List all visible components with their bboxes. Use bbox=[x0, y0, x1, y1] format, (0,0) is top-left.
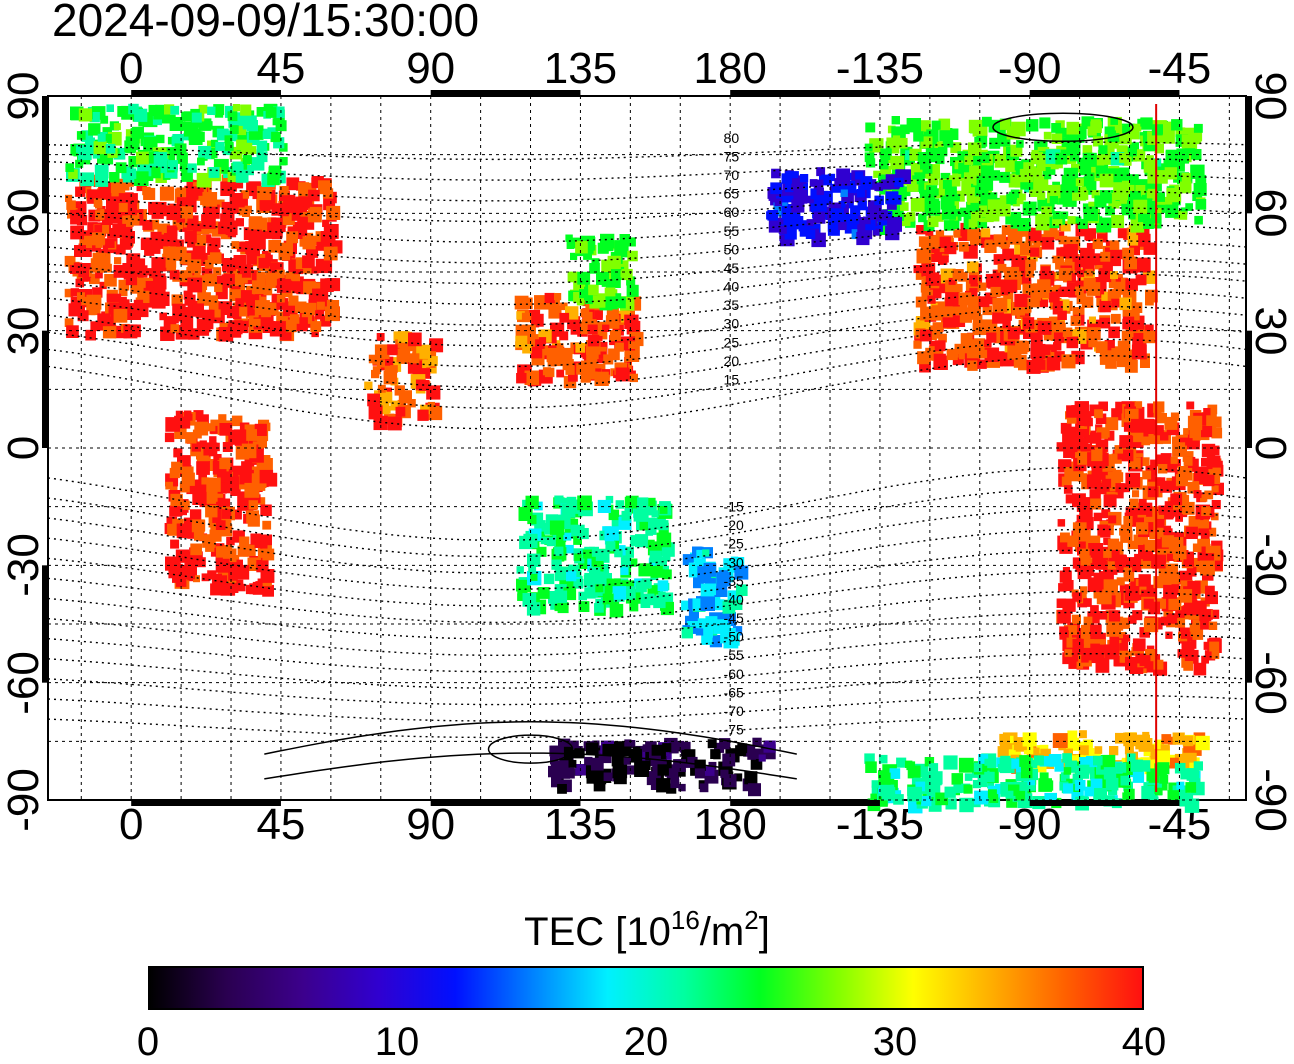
tec-colorbar bbox=[148, 966, 1144, 1010]
contour-label: -30 bbox=[724, 554, 744, 570]
contour-label: 70 bbox=[724, 167, 740, 183]
contour-label: -50 bbox=[724, 629, 744, 645]
axis-tick-label: 90 bbox=[406, 800, 456, 849]
contour-label: 75 bbox=[724, 149, 740, 165]
axis-tick-label: 0 bbox=[118, 44, 144, 93]
contour-label: -60 bbox=[724, 666, 744, 682]
axis-tick-label: 180 bbox=[693, 44, 767, 93]
contour-label: 55 bbox=[724, 223, 740, 239]
contour-label: 30 bbox=[724, 316, 740, 332]
timestamp-title: 2024-09-09/15:30:00 bbox=[52, 0, 480, 46]
tec-map: 80 75 70 65 60 55 50 45 40 35 30 25 20 15 -15 -20 -25 -30… bbox=[42, 90, 1252, 814]
axis-tick-label: 180 bbox=[693, 800, 767, 849]
tec-region bbox=[766, 167, 911, 248]
contour-label: -35 bbox=[724, 573, 744, 589]
contour-label: 20 bbox=[724, 353, 740, 369]
tec-region bbox=[1056, 401, 1224, 676]
contour-label: -15 bbox=[724, 499, 744, 515]
southern-solid-contours bbox=[264, 112, 1134, 780]
axis-tick-label: -45 bbox=[1147, 800, 1212, 849]
contour-label: -40 bbox=[724, 591, 744, 607]
contour-label: 45 bbox=[724, 260, 740, 276]
contour-label: -65 bbox=[724, 684, 744, 700]
contour-label: 50 bbox=[724, 241, 740, 257]
colorbar-tick-label: 40 bbox=[1121, 1020, 1167, 1064]
contour-label: -75 bbox=[724, 721, 744, 737]
frame-edge-bars bbox=[42, 90, 1252, 806]
colorbar-label: TEC [1016/m2] bbox=[524, 905, 770, 954]
axis-tick-label: 135 bbox=[543, 44, 618, 93]
contour-label: 15 bbox=[724, 371, 740, 387]
magnetic-latitude-contours bbox=[47, 141, 1247, 739]
contour-label: -25 bbox=[724, 536, 744, 552]
contour-label: 80 bbox=[724, 130, 740, 146]
contour-label: 40 bbox=[724, 279, 740, 295]
axis-tick-label: 45 bbox=[256, 44, 306, 93]
axis-tick-label: 0 bbox=[118, 800, 144, 849]
axis-tick-label: 90 bbox=[406, 44, 456, 93]
tec-region bbox=[64, 174, 343, 342]
tec-region bbox=[548, 737, 776, 797]
colorbar-tick-label: 20 bbox=[623, 1020, 669, 1064]
contour-label: 35 bbox=[724, 297, 740, 313]
contour-label: -70 bbox=[724, 703, 744, 719]
axis-tick-label: -90 bbox=[997, 44, 1062, 93]
colorbar-tick-label: 10 bbox=[374, 1020, 420, 1064]
colorbar-tick-label: 0 bbox=[136, 1020, 160, 1064]
contour-label: 25 bbox=[724, 334, 740, 350]
contour-label: 60 bbox=[724, 204, 740, 220]
lat-lon-grid bbox=[48, 95, 1246, 801]
tec-region bbox=[864, 116, 1207, 235]
contour-label: 65 bbox=[724, 186, 740, 202]
axis-tick-label: 135 bbox=[543, 800, 618, 849]
contour-label: -20 bbox=[724, 517, 744, 533]
colorbar-tick-label: 30 bbox=[872, 1020, 918, 1064]
contour-label: -45 bbox=[724, 610, 744, 626]
axis-tick-label: -45 bbox=[1147, 44, 1212, 93]
tec-region bbox=[913, 221, 1158, 374]
axis-tick-label: 45 bbox=[256, 800, 306, 849]
contour-label: -55 bbox=[724, 647, 744, 663]
axis-tick-label: -90 bbox=[997, 800, 1062, 849]
axis-tick-label: -135 bbox=[835, 44, 924, 93]
tec-region bbox=[514, 291, 644, 389]
tec-region bbox=[565, 233, 639, 311]
